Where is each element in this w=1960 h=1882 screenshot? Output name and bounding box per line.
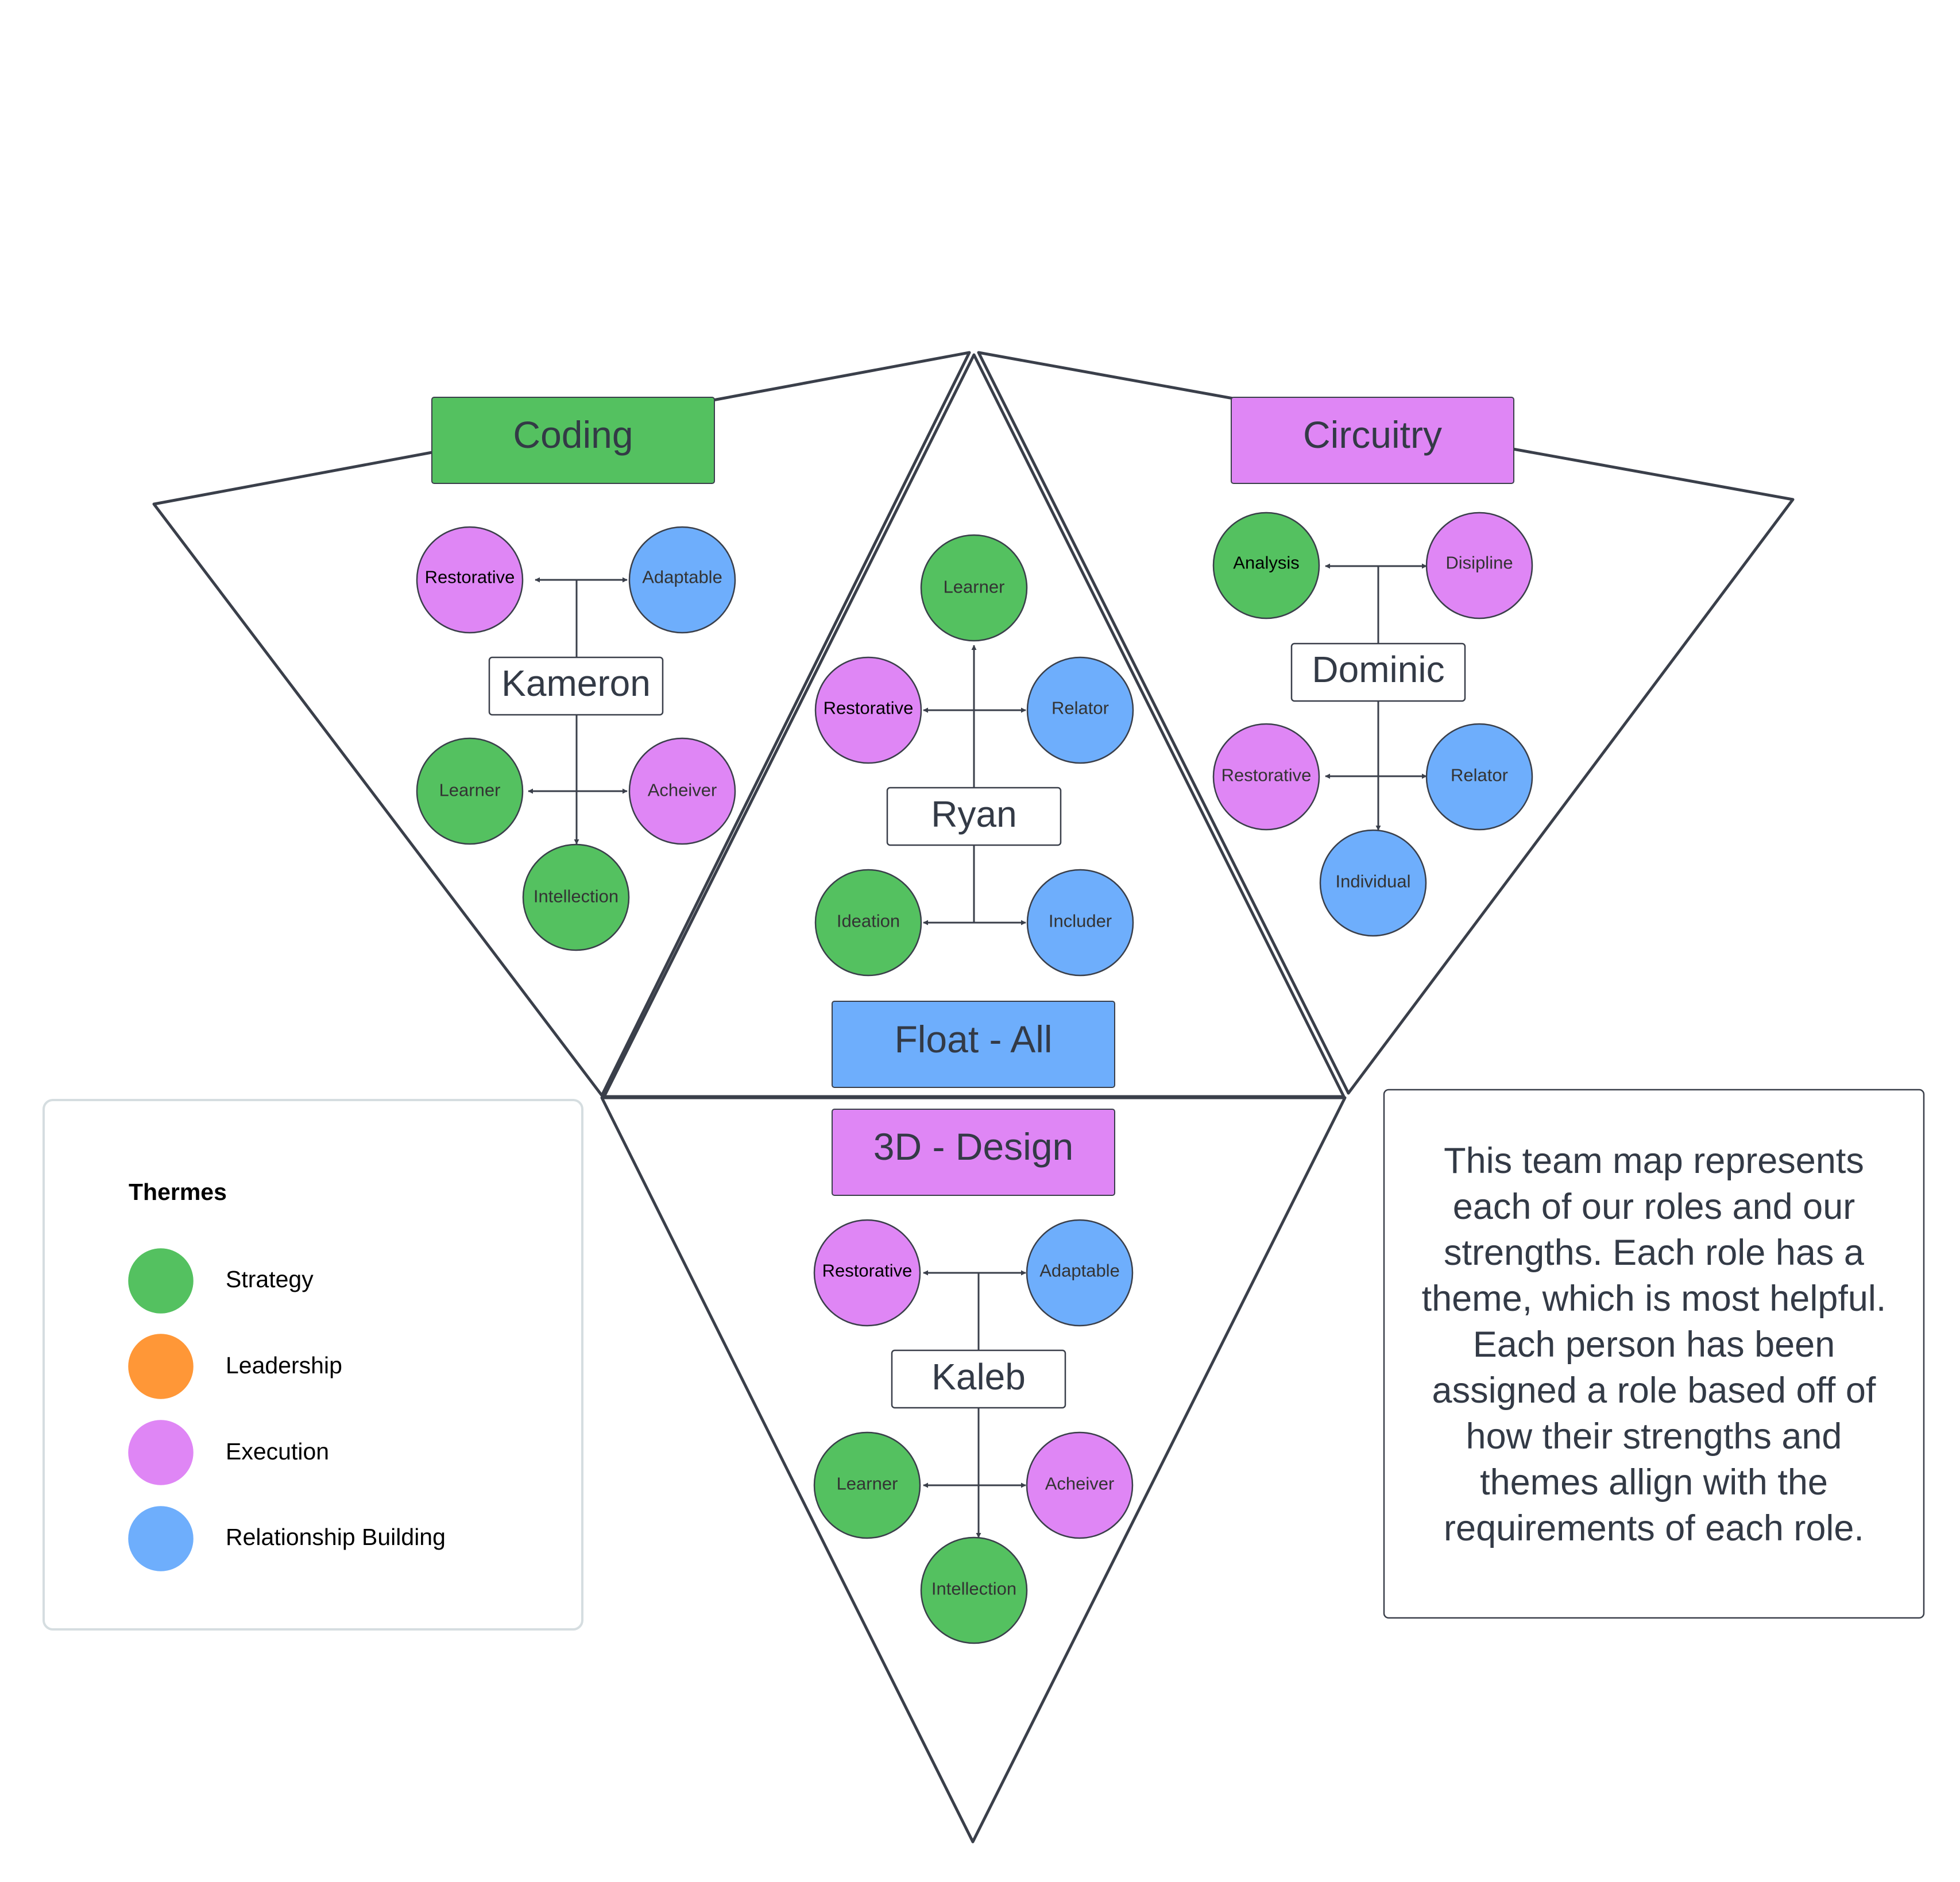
strength-label: Relator [1451,765,1508,785]
role-float-label: Float - All [894,1018,1052,1060]
person-kameron: Kameron Restorative Adaptable Learner Ac… [416,526,736,951]
strength-label: Restorative [822,1261,913,1281]
legend-panel [42,1099,583,1631]
strength-node: Restorative [416,526,524,634]
strength-node: Acheiver [1026,1431,1134,1539]
person-dominic: Dominic Analysis Disipline Restorative R… [1212,512,1533,937]
strength-node: Disipline [1425,512,1533,619]
strength-label: Learner [439,780,501,800]
strength-node: Individual [1319,829,1427,937]
strength-node: Relator [1026,656,1134,764]
description-line: This team map represents [1444,1141,1864,1181]
strength-node: Ideation [814,869,922,977]
strength-node: Learner [416,737,524,845]
role-circuitry-label: Circuitry [1303,413,1442,456]
strength-node: Adaptable [1026,1219,1134,1327]
strength-node: Intellection [522,843,630,951]
legend-title: Thermes [129,1179,227,1205]
strength-label: Analysis [1233,553,1299,573]
person-kaleb: Kaleb Restorative Adaptable Learner Ache… [813,1219,1134,1644]
person-name-box [1290,642,1466,702]
strength-node: Analysis [1212,512,1320,619]
strength-label: Intellection [931,1579,1016,1599]
person-name-box [886,787,1062,846]
strength-label: Individual [1336,872,1411,892]
description-line: assigned a role based off of [1432,1370,1876,1411]
strength-label: Adaptable [1039,1261,1120,1281]
strength-label: Disipline [1445,553,1513,573]
legend: Thermes Strategy Leadership Execution Re… [42,1099,583,1631]
role-design-label: 3D - Design [873,1125,1073,1168]
strength-node: Restorative [1212,723,1320,831]
person-ryan: Ryan Learner Restorative Relator Ideatio… [814,534,1134,977]
legend-item-strategy: Strategy [128,1248,314,1314]
role-circuitry: Circuitry [1231,397,1514,484]
person-name: Dominic [1312,649,1444,690]
legend-label: Relationship Building [226,1524,446,1550]
description-line: Each person has been [1473,1325,1835,1365]
strength-node: Includer [1026,869,1134,977]
legend-item-leadership: Leadership [128,1334,342,1399]
strength-label: Learner [944,577,1005,597]
strength-node: Relator [1425,723,1533,831]
person-name-box [891,1349,1066,1409]
strength-node: Adaptable [628,526,736,634]
person-name: Kaleb [931,1356,1026,1397]
strength-label: Learner [837,1474,898,1494]
description-box: This team map represents each of our rol… [1383,1089,1925,1619]
description-line: themes allign with the [1480,1462,1828,1502]
strength-label: Ideation [837,911,900,931]
strength-label: Acheiver [1045,1474,1115,1494]
design-triangle [600,1096,1347,1844]
strength-label: Includer [1049,911,1112,931]
legend-label: Strategy [226,1266,314,1292]
role-coding: Coding [431,397,715,484]
description-line: how their strengths and [1466,1416,1842,1457]
strength-node: Restorative [814,656,922,764]
description-line: strengths. Each role has a [1444,1233,1865,1273]
strength-label: Acheiver [648,780,717,800]
strength-label: Restorative [1221,765,1312,785]
strength-label: Relator [1051,698,1109,718]
description-panel [1383,1089,1925,1619]
legend-label: Execution [226,1438,329,1465]
strength-label: Restorative [425,567,515,587]
strength-label: Adaptable [642,567,722,587]
description-line: theme, which is most helpful. [1422,1279,1886,1319]
role-coding-label: Coding [513,413,633,456]
strength-node: Restorative [813,1219,921,1327]
strength-label: Restorative [824,698,914,718]
description-line: each of our roles and our [1453,1187,1855,1227]
legend-item-execution: Execution [128,1420,329,1485]
strength-label: Intellection [534,886,618,907]
description-line: requirements of each role. [1444,1508,1864,1548]
strength-node: Acheiver [628,737,736,845]
legend-item-relationship-building: Relationship Building [128,1506,446,1571]
person-name: Ryan [931,793,1016,835]
strength-node: Learner [920,534,1028,642]
person-name-box [488,656,664,716]
person-name: Kameron [501,663,651,704]
role-float: Float - All [832,1001,1115,1088]
strength-node: Learner [813,1431,921,1539]
strength-node: Intellection [920,1536,1028,1644]
legend-label: Leadership [226,1352,342,1378]
role-design: 3D - Design [832,1109,1115,1196]
